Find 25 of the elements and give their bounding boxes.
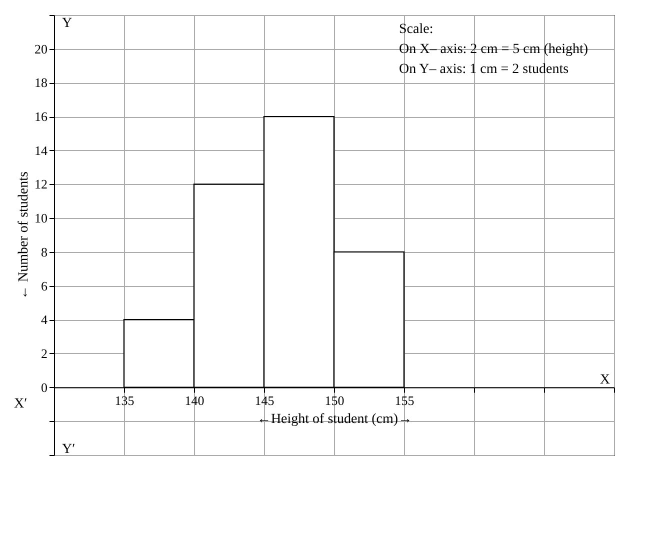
- y-tick-label: 4: [41, 312, 48, 328]
- x-tick-label: 145: [254, 392, 274, 408]
- y-tick-label: 2: [41, 346, 48, 361]
- y-tick-label: 14: [34, 142, 48, 158]
- annotation: Y: [62, 16, 72, 31]
- y-tick-label: 16: [34, 109, 48, 124]
- y-axis-title: ← Number of students: [16, 172, 32, 300]
- annotation: Scale:: [399, 22, 434, 37]
- y-tick-label: 8: [41, 244, 48, 260]
- y-tick-label: 6: [41, 278, 48, 294]
- y-tick-label: 10: [34, 210, 48, 226]
- x-axis-title: ←Height of student (cm)→: [256, 412, 412, 427]
- x-tick-label: 135: [114, 392, 134, 408]
- x-tick-label: 140: [184, 392, 204, 408]
- y-tick-label: 0: [41, 380, 48, 395]
- y-tick-label: 20: [34, 41, 48, 56]
- text: X′: [14, 396, 28, 412]
- x-tick-label: 150: [324, 392, 344, 408]
- annotation: X: [600, 372, 610, 388]
- y-tick-label: 18: [34, 75, 48, 90]
- y-tick-label: 12: [34, 176, 48, 192]
- annotation: On X– axis: 2 cm = 5 cm (height): [399, 42, 588, 57]
- annotation: On Y– axis: 1 cm = 2 students: [399, 62, 569, 77]
- x-tick-label: 155: [394, 392, 414, 408]
- annotation: Y′: [62, 442, 76, 457]
